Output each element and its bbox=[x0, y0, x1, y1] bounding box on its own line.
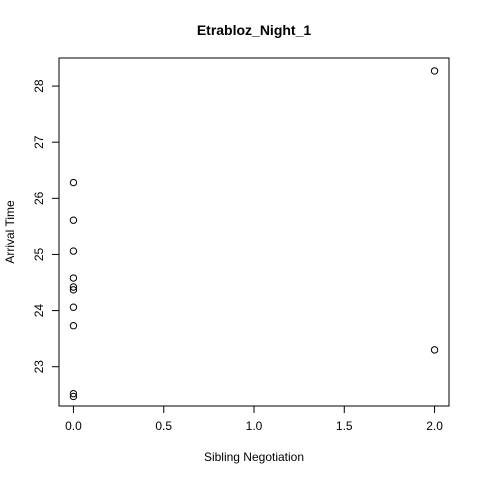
y-tick-label: 28 bbox=[32, 79, 46, 93]
y-axis-label: Arrival Time bbox=[3, 200, 17, 264]
y-axis: 23 24 25 26 27 28 bbox=[32, 79, 59, 373]
y-tick-label: 26 bbox=[32, 191, 46, 205]
y-tick-label: 25 bbox=[32, 247, 46, 261]
data-point bbox=[69, 322, 78, 330]
x-tick-label: 0.5 bbox=[155, 419, 172, 433]
data-points bbox=[69, 67, 439, 401]
x-tick-label: 1.5 bbox=[336, 419, 353, 433]
data-point bbox=[430, 346, 439, 354]
data-point bbox=[430, 67, 439, 75]
data-point bbox=[69, 392, 78, 401]
data-point bbox=[69, 247, 78, 255]
x-tick-label: 2.0 bbox=[426, 419, 443, 433]
y-tick-label: 27 bbox=[32, 135, 46, 149]
y-tick-label: 24 bbox=[32, 304, 46, 318]
data-point bbox=[69, 303, 78, 311]
x-tick-label: 1.0 bbox=[246, 419, 263, 433]
data-point bbox=[69, 389, 78, 398]
x-axis: 0.0 0.5 1.0 1.5 2.0 bbox=[65, 406, 443, 433]
data-point bbox=[69, 286, 78, 294]
data-point bbox=[69, 216, 78, 224]
x-axis-label: Sibling Negotiation bbox=[204, 450, 304, 464]
y-tick-label: 23 bbox=[32, 360, 46, 374]
data-point bbox=[69, 283, 78, 291]
chart-title: Etrabloz_Night_1 bbox=[197, 22, 312, 38]
data-point bbox=[69, 178, 78, 187]
data-point bbox=[69, 274, 78, 282]
x-tick-label: 0.0 bbox=[65, 419, 82, 433]
